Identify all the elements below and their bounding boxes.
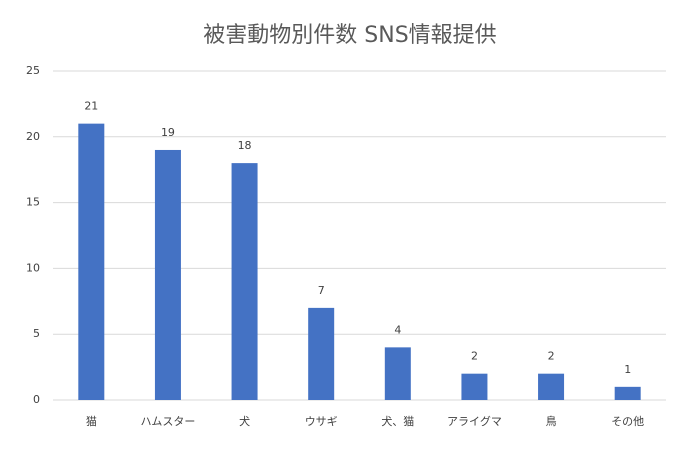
x-tick-label: 犬 [239,414,250,428]
bar [308,307,335,400]
data-label: 7 [318,284,325,297]
data-label: 18 [238,139,252,152]
x-tick-label: 鳥 [546,414,557,428]
bar [78,123,105,400]
y-tick-label: 15 [26,196,40,209]
x-tick-label: 猫 [86,415,97,428]
bar [231,163,258,400]
y-tick-label: 10 [26,261,40,274]
y-tick-label: 20 [26,130,40,143]
data-label: 1 [624,363,631,376]
data-label: 21 [84,100,98,113]
data-label: 19 [161,126,175,139]
bar [384,347,411,400]
chart-title: 被害動物別件数 SNS情報提供 [203,23,496,48]
x-tick-label: 犬、猫 [381,414,414,428]
data-label: 2 [471,350,478,363]
x-tick-label: その他 [611,415,644,428]
bar [154,149,181,400]
bar [614,386,641,400]
x-tick-label: ハムスター [140,415,195,428]
y-tick-label: 0 [33,393,40,406]
y-tick-label: 5 [33,327,40,340]
data-label: 2 [548,350,555,363]
data-label: 4 [394,323,401,336]
x-tick-label: アライグマ [447,414,502,428]
x-tick-label: ウサギ [305,415,338,428]
bar [461,373,488,400]
y-tick-label: 25 [26,64,40,77]
bar [538,373,565,400]
